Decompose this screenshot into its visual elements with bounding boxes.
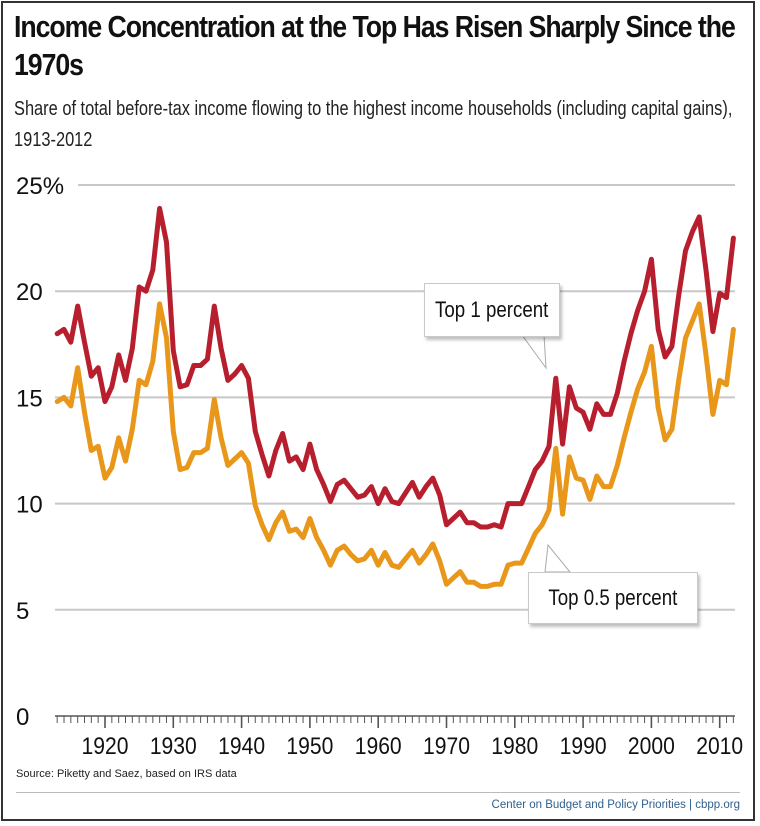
y-axis-ticks: 0 5 10 15 20 25% xyxy=(16,173,64,731)
y-tick-label: 20 xyxy=(16,279,43,306)
callout-pointer-top-1 xyxy=(521,334,547,370)
callout-pointer-top-0-5 xyxy=(544,543,572,573)
callout-top-0-5-percent: Top 0.5 percent xyxy=(528,572,698,624)
x-tick-label: 2000 xyxy=(628,733,675,760)
source-note: Source: Piketty and Saez, based on IRS d… xyxy=(16,768,237,780)
x-axis-tick-labels: 1920 1930 1940 1950 1960 1970 1980 1990 2000 2010 xyxy=(82,733,744,760)
chart-title: Income Concentration at the Top Has Rise… xyxy=(14,9,736,82)
chart-subtitle: Share of total before-tax income flowing… xyxy=(14,98,733,151)
x-tick-label: 1990 xyxy=(560,733,607,760)
callout-label: Top 1 percent xyxy=(435,297,549,322)
callout-label: Top 0.5 percent xyxy=(548,585,678,610)
x-tick-label: 1970 xyxy=(423,733,470,760)
series-line-top-0-5-percent xyxy=(54,301,736,589)
credit-link[interactable]: Center on Budget and Policy Priorities |… xyxy=(491,799,740,811)
y-tick-label: 5 xyxy=(16,598,29,625)
x-tick-label: 1930 xyxy=(150,733,197,760)
x-tick-label: 2010 xyxy=(696,733,743,760)
x-tick-label: 1980 xyxy=(491,733,538,760)
y-tick-label: 0 xyxy=(16,704,29,731)
x-tick-label: 1950 xyxy=(286,733,333,760)
x-axis xyxy=(55,715,735,728)
series-lines xyxy=(54,205,736,589)
footer-divider xyxy=(16,792,740,793)
y-tick-label: 10 xyxy=(16,492,43,519)
x-tick-label: 1920 xyxy=(82,733,129,760)
callout-top-1-percent: Top 1 percent xyxy=(424,283,560,337)
series-line-top-1-percent xyxy=(54,205,736,530)
y-tick-label: 15 xyxy=(16,385,43,412)
x-tick-label: 1960 xyxy=(355,733,402,760)
x-tick-label: 1940 xyxy=(218,733,265,760)
y-tick-label: 25% xyxy=(16,173,64,200)
